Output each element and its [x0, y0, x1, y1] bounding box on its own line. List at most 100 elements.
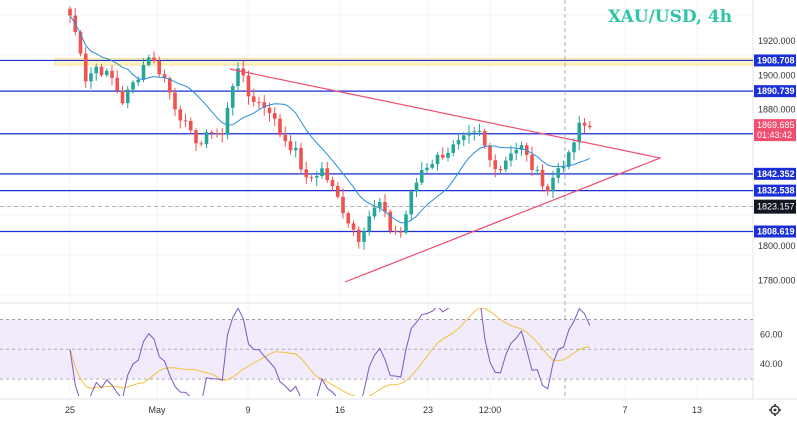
- level-label: 1842.352: [757, 169, 795, 179]
- candle-body: [477, 130, 482, 132]
- time-tick-label: 7: [622, 405, 627, 415]
- time-tick-label: 25: [65, 405, 75, 415]
- level-label: 1808.619: [757, 226, 795, 236]
- level-label: 1832.538: [757, 186, 795, 196]
- candle-body: [204, 132, 209, 145]
- candle-body: [78, 31, 83, 54]
- candle-body: [451, 144, 456, 153]
- candle-body: [152, 57, 156, 62]
- candle-body: [498, 169, 503, 171]
- candle-body: [577, 122, 582, 143]
- candle-body: [362, 231, 366, 242]
- candle-body: [467, 132, 471, 136]
- crosshair-price-bg: [754, 199, 796, 214]
- candle-body: [414, 182, 419, 192]
- candle-body: [278, 118, 282, 135]
- price-tick-label: 1800.000: [758, 241, 796, 251]
- candle-body: [540, 169, 545, 187]
- time-axis-ticks: 25 May 9 16 23 12:00 7 13: [65, 405, 702, 415]
- candle-body: [582, 122, 587, 126]
- candle-body: [435, 154, 440, 165]
- candle-body: [409, 191, 414, 215]
- candle-body: [456, 140, 461, 145]
- candle-body: [551, 177, 555, 192]
- candle-body: [367, 216, 372, 232]
- settings-gear-icon[interactable]: [769, 404, 781, 416]
- time-tick-label: May: [148, 405, 166, 415]
- candle-body: [304, 169, 309, 178]
- candle-body: [419, 169, 424, 183]
- candle-body: [267, 107, 272, 114]
- candle-body: [110, 70, 114, 78]
- candle-body: [509, 153, 513, 161]
- candle-body: [246, 75, 251, 97]
- candle-body: [472, 131, 477, 133]
- candle-body: [488, 145, 492, 161]
- candle-body: [309, 177, 314, 179]
- time-tick-label: 12:00: [479, 405, 502, 415]
- candle-body: [398, 231, 403, 233]
- level-label-bg: [754, 85, 796, 98]
- candle-body: [188, 120, 193, 131]
- candle-body: [94, 66, 99, 74]
- candle-body: [351, 223, 356, 230]
- current-price-bg: [754, 119, 796, 142]
- rsi-band: [0, 319, 753, 380]
- crosshair-price-label: 1823.157: [757, 202, 795, 212]
- candle-body: [183, 120, 188, 122]
- level-label: 1908.708: [757, 55, 795, 65]
- candle-body: [178, 109, 183, 121]
- candle-body: [83, 53, 88, 82]
- candle-body: [194, 130, 198, 144]
- main-pane: [0, 0, 753, 300]
- candle-body: [561, 166, 566, 169]
- triangle-pattern: [229, 68, 663, 283]
- candle-body: [430, 164, 435, 168]
- time-tick-label: 16: [335, 405, 345, 415]
- candle-body: [136, 79, 141, 83]
- candle-body: [104, 70, 109, 76]
- resistance-zone: [54, 57, 753, 66]
- candle-body: [257, 101, 261, 103]
- candle-body: [173, 92, 177, 110]
- candle-body: [440, 154, 445, 158]
- candle-body: [99, 66, 104, 76]
- time-tick-label: 23: [423, 405, 433, 415]
- current-price-label: 1869.685: [757, 120, 795, 130]
- candle-body: [346, 213, 351, 224]
- horizontal-levels: [0, 59, 753, 233]
- level-label-bg: [754, 225, 796, 238]
- candle-body: [545, 186, 550, 192]
- candle-body: [283, 134, 288, 142]
- moving-average-line: [69, 15, 590, 224]
- candle-body: [230, 86, 235, 108]
- chart-title: XAU/USD, 4h: [608, 7, 732, 27]
- candle-body: [514, 149, 519, 154]
- candle-body: [314, 176, 319, 178]
- candle-body: [482, 130, 487, 146]
- candle-body: [288, 141, 293, 151]
- candle-body: [566, 152, 571, 167]
- candle-body: [220, 133, 225, 135]
- candle-body: [199, 143, 204, 145]
- candle-body: [89, 73, 93, 82]
- candle-body: [388, 211, 393, 231]
- candle-body: [272, 113, 277, 119]
- candle-body: [356, 229, 361, 242]
- price-tick-label: 1920.000: [758, 36, 796, 46]
- level-label: 1890.739: [757, 86, 795, 96]
- price-tick-label: 1900.000: [758, 70, 796, 80]
- level-label-bg: [754, 167, 796, 180]
- candle-body: [404, 214, 408, 233]
- candle-body: [372, 207, 377, 217]
- rsi-line: [69, 308, 591, 396]
- candle-body: [587, 125, 592, 128]
- candle-body: [225, 107, 230, 135]
- candle-body: [157, 61, 162, 75]
- rsi-axis-ticks: 60.00 40.00: [760, 329, 783, 369]
- candle-body: [535, 169, 540, 171]
- time-tick-label: 13: [692, 405, 702, 415]
- price-tick-label: 1780.000: [758, 275, 796, 285]
- candle-body: [115, 77, 120, 91]
